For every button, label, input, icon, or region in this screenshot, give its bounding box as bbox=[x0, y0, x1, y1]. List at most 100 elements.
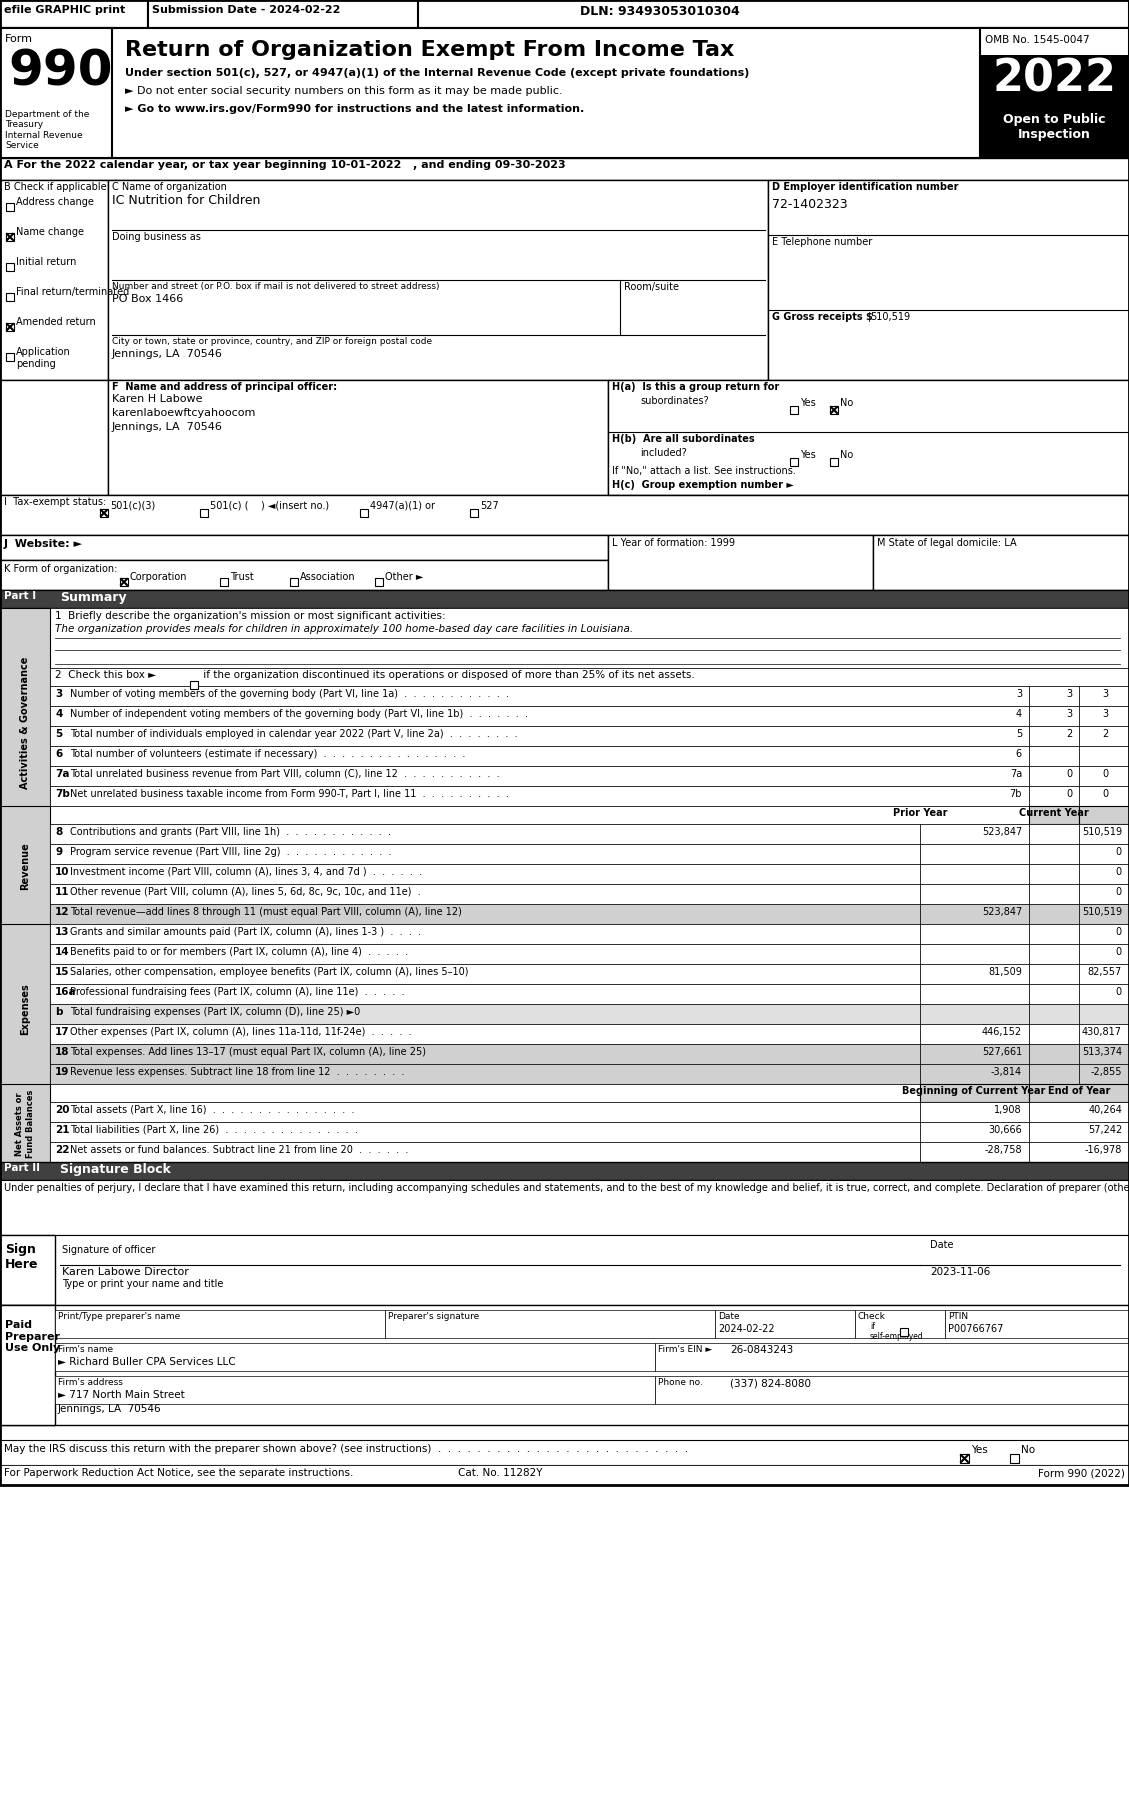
Text: H(c)  Group exemption number ►: H(c) Group exemption number ► bbox=[612, 481, 794, 490]
Text: No: No bbox=[1021, 1446, 1035, 1455]
Text: P00766767: P00766767 bbox=[948, 1324, 1004, 1333]
Text: Jennings, LA  70546: Jennings, LA 70546 bbox=[112, 348, 222, 359]
Text: 5: 5 bbox=[55, 729, 62, 738]
Bar bbox=[108, 180, 768, 379]
Text: Professional fundraising fees (Part IX, column (A), line 11e)  .  .  .  .  .: Professional fundraising fees (Part IX, … bbox=[70, 987, 404, 998]
Bar bbox=[375, 579, 383, 586]
Bar bbox=[1029, 785, 1079, 805]
Bar bbox=[50, 1023, 920, 1045]
Text: 446,152: 446,152 bbox=[982, 1027, 1022, 1038]
Text: DLN: 93493053010304: DLN: 93493053010304 bbox=[580, 5, 739, 18]
Bar bbox=[715, 1310, 855, 1339]
Text: Contributions and grants (Part VIII, line 1h)  .  .  .  .  .  .  .  .  .  .  .  : Contributions and grants (Part VIII, lin… bbox=[70, 827, 391, 836]
Text: Summary: Summary bbox=[60, 591, 126, 604]
Bar bbox=[1079, 766, 1129, 785]
Bar bbox=[980, 54, 1129, 111]
Text: karenlaboewftcyahoocom: karenlaboewftcyahoocom bbox=[112, 408, 255, 417]
Bar bbox=[0, 608, 1129, 668]
Text: 12: 12 bbox=[55, 907, 70, 918]
Bar bbox=[0, 1235, 1129, 1304]
Bar bbox=[360, 510, 368, 517]
Text: Other expenses (Part IX, column (A), lines 11a-11d, 11f-24e)  .  .  .  .  .: Other expenses (Part IX, column (A), lin… bbox=[70, 1027, 412, 1038]
Bar bbox=[0, 1085, 50, 1165]
Text: 26-0843243: 26-0843243 bbox=[730, 1344, 794, 1355]
Text: 527: 527 bbox=[480, 501, 499, 512]
Bar bbox=[50, 883, 920, 903]
Text: Number of voting members of the governing body (Part VI, line 1a)  .  .  .  .  .: Number of voting members of the governin… bbox=[70, 689, 509, 698]
Bar bbox=[50, 943, 920, 963]
Text: 18: 18 bbox=[55, 1047, 70, 1058]
Text: 3: 3 bbox=[1066, 689, 1073, 698]
Text: 3: 3 bbox=[1102, 709, 1108, 718]
Text: H(b)  Are all subordinates: H(b) Are all subordinates bbox=[612, 434, 754, 444]
Bar bbox=[0, 1466, 1129, 1486]
Bar bbox=[920, 1045, 1029, 1065]
Bar bbox=[6, 263, 14, 270]
Text: Number of independent voting members of the governing body (Part VI, line 1b)  .: Number of independent voting members of … bbox=[70, 709, 528, 718]
Bar bbox=[1029, 943, 1079, 963]
Text: 501(c)(3): 501(c)(3) bbox=[110, 501, 156, 512]
Bar bbox=[0, 1163, 1129, 1179]
Text: 7b: 7b bbox=[55, 789, 70, 798]
Text: 527,661: 527,661 bbox=[982, 1047, 1022, 1058]
Text: Return of Organization Exempt From Income Tax: Return of Organization Exempt From Incom… bbox=[125, 40, 734, 60]
Bar bbox=[1029, 863, 1079, 883]
Text: Application
pending: Application pending bbox=[16, 346, 71, 368]
Text: 0: 0 bbox=[1066, 789, 1073, 798]
Text: 501(c) (    ) ◄(insert no.): 501(c) ( ) ◄(insert no.) bbox=[210, 501, 330, 512]
Text: Cat. No. 11282Y: Cat. No. 11282Y bbox=[457, 1468, 542, 1478]
Text: End of Year: End of Year bbox=[1048, 1087, 1110, 1096]
Bar bbox=[0, 0, 148, 27]
Bar bbox=[609, 379, 1129, 495]
Text: F  Name and address of principal officer:: F Name and address of principal officer: bbox=[112, 383, 338, 392]
Text: Check: Check bbox=[858, 1312, 886, 1321]
Bar bbox=[900, 1328, 908, 1335]
Bar bbox=[148, 0, 418, 27]
Text: 0: 0 bbox=[1115, 847, 1122, 856]
Text: 2  Check this box ►: 2 Check this box ► bbox=[55, 669, 156, 680]
Text: I  Tax-exempt status:: I Tax-exempt status: bbox=[5, 497, 106, 506]
Bar bbox=[50, 844, 920, 863]
Bar bbox=[1079, 844, 1129, 863]
Text: Date: Date bbox=[930, 1241, 954, 1250]
Bar bbox=[1079, 1065, 1129, 1085]
Text: Other revenue (Part VIII, column (A), lines 5, 6d, 8c, 9c, 10c, and 11e)  .: Other revenue (Part VIII, column (A), li… bbox=[70, 887, 421, 896]
Text: efile GRAPHIC print: efile GRAPHIC print bbox=[5, 5, 125, 15]
Text: Salaries, other compensation, employee benefits (Part IX, column (A), lines 5–10: Salaries, other compensation, employee b… bbox=[70, 967, 469, 978]
Text: 2023-11-06: 2023-11-06 bbox=[930, 1266, 990, 1277]
Text: 430,817: 430,817 bbox=[1082, 1027, 1122, 1038]
Text: subordinates?: subordinates? bbox=[640, 395, 709, 406]
Bar bbox=[920, 863, 1029, 883]
Text: Total number of individuals employed in calendar year 2022 (Part V, line 2a)  . : Total number of individuals employed in … bbox=[70, 729, 517, 738]
Text: 510,519: 510,519 bbox=[1082, 827, 1122, 836]
Text: -28,758: -28,758 bbox=[984, 1145, 1022, 1156]
Bar bbox=[0, 180, 108, 379]
Text: Karen Labowe Director: Karen Labowe Director bbox=[62, 1266, 189, 1277]
Text: 15: 15 bbox=[55, 967, 70, 978]
Text: Yes: Yes bbox=[800, 397, 816, 408]
Bar bbox=[920, 903, 1029, 923]
Bar bbox=[920, 844, 1029, 863]
Bar bbox=[0, 590, 1129, 608]
Text: Net assets or fund balances. Subtract line 21 from line 20  .  .  .  .  .  .: Net assets or fund balances. Subtract li… bbox=[70, 1145, 409, 1156]
Text: 0: 0 bbox=[1066, 769, 1073, 778]
Text: Amended return: Amended return bbox=[16, 317, 96, 327]
Text: Under penalties of perjury, I declare that I have examined this return, includin: Under penalties of perjury, I declare th… bbox=[5, 1183, 1129, 1194]
Text: 57,242: 57,242 bbox=[1087, 1125, 1122, 1136]
Bar bbox=[920, 1123, 1029, 1143]
Text: Revenue: Revenue bbox=[20, 842, 30, 891]
Text: (337) 824-8080: (337) 824-8080 bbox=[730, 1379, 811, 1388]
Bar bbox=[790, 406, 798, 414]
Text: 82,557: 82,557 bbox=[1087, 967, 1122, 978]
Text: Grants and similar amounts paid (Part IX, column (A), lines 1-3 )  .  .  .  .: Grants and similar amounts paid (Part IX… bbox=[70, 927, 421, 938]
Text: 3: 3 bbox=[1102, 689, 1108, 698]
Bar bbox=[1079, 983, 1129, 1003]
Bar bbox=[960, 1455, 969, 1464]
Bar bbox=[920, 1085, 1029, 1101]
Bar bbox=[1029, 844, 1079, 863]
Text: 523,847: 523,847 bbox=[982, 827, 1022, 836]
Text: Yes: Yes bbox=[971, 1446, 988, 1455]
Bar bbox=[1029, 706, 1079, 726]
Bar bbox=[50, 766, 1029, 785]
Text: If "No," attach a list. See instructions.: If "No," attach a list. See instructions… bbox=[612, 466, 796, 475]
